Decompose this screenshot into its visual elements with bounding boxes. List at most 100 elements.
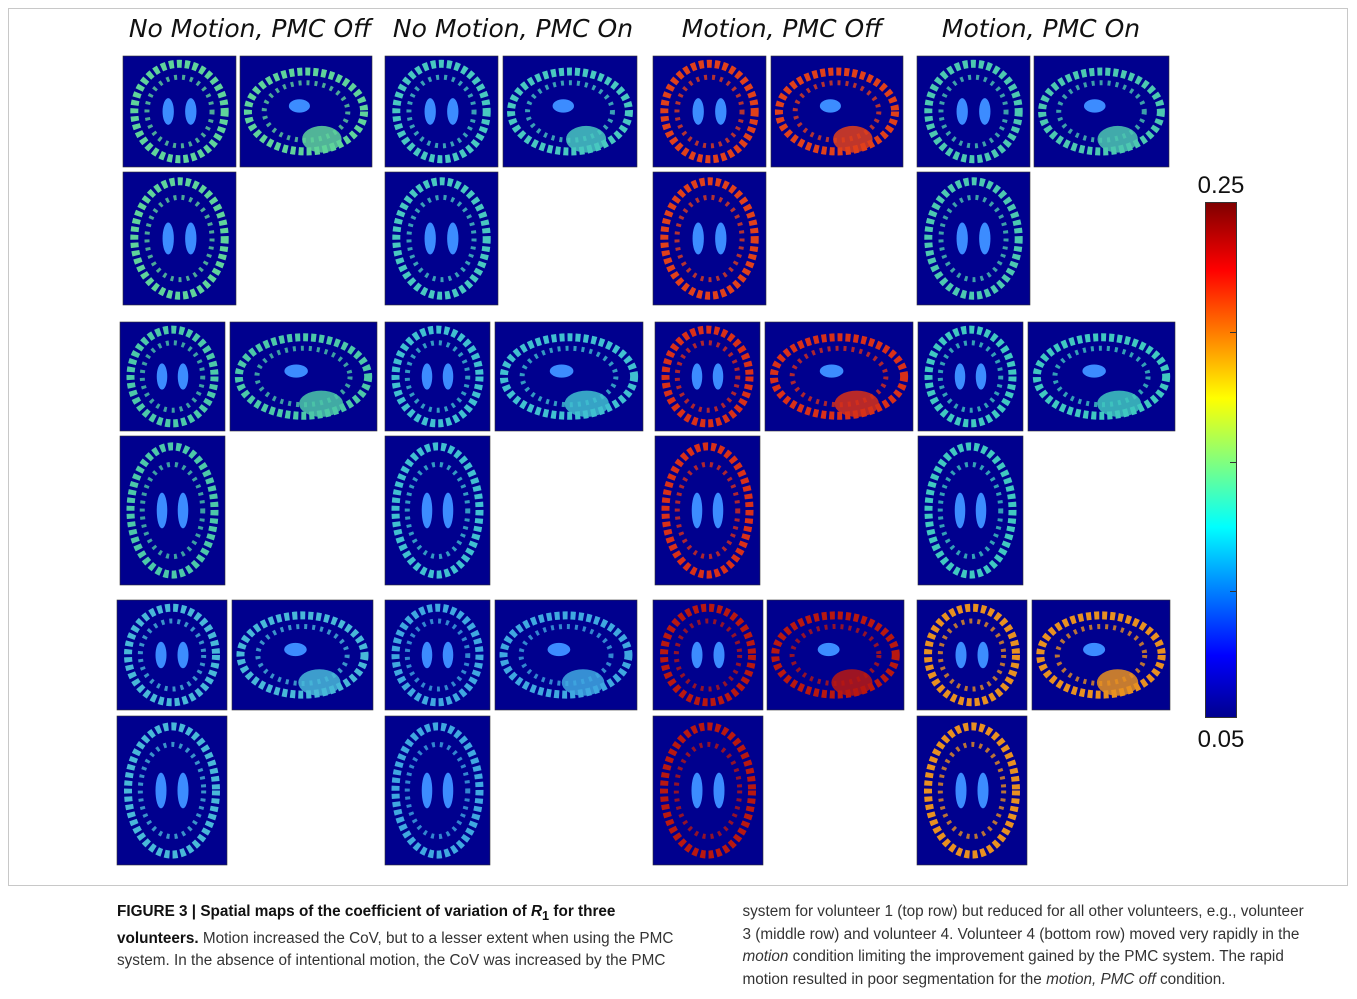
colorbar [1205,202,1237,718]
brain-cerebellum [1097,669,1138,695]
brain-ventricle [979,223,990,255]
brain-ventricle [955,493,966,529]
brain-panel [917,600,1027,710]
brain-ventricle [422,363,433,389]
brain-ventricle [163,223,174,255]
brain-panel [917,716,1027,865]
brain-ventricle [978,642,989,668]
brain-ventricle [692,493,703,529]
brain-cerebellum [302,126,342,153]
brain-ventricle [976,493,987,529]
brain-ventricle [185,98,196,125]
brain-ventricle [693,223,704,255]
brain-panel [655,322,760,431]
brain-ventricle [1084,99,1106,112]
brain-panel [120,322,225,431]
brain-ventricle [443,642,454,668]
brain-cerebellum [565,391,609,417]
brain-ventricle [978,773,989,809]
caption-title: 1 [542,908,549,923]
brain-ventricle [443,493,454,529]
brain-ventricle [284,643,307,656]
brain-ventricle [284,365,308,378]
brain-panel [123,56,236,167]
brain-panel [917,172,1030,305]
brain-ventricle [1083,643,1105,656]
brain-maps [0,0,1357,890]
brain-ventricle [447,98,458,125]
brain-ventricle [820,99,841,112]
brain-panel [385,56,498,167]
brain-ventricle [289,99,310,112]
brain-panel [918,322,1023,431]
brain-ventricle [156,773,167,809]
caption: FIGURE 3 | Spatial maps of the coefficie… [117,901,1312,993]
brain-ventricle [422,493,433,529]
brain-ventricle [976,363,987,389]
brain-panel [1032,600,1170,710]
brain-ventricle [979,98,990,125]
brain-panel [767,600,904,710]
brain-panel [120,436,225,585]
brain-ventricle [714,642,725,668]
brain-cerebellum [831,669,872,695]
brain-ventricle [447,223,458,255]
brain-ventricle [955,363,966,389]
brain-cerebellum [835,391,879,417]
brain-ventricle [550,365,574,378]
brain-cerebellum [833,126,873,153]
brain-ventricle [692,642,703,668]
brain-ventricle [422,773,433,809]
caption-title: R [531,903,542,920]
caption-text: condition. [1160,971,1225,988]
brain-ventricle [957,98,968,125]
brain-cerebellum [566,126,606,153]
brain-ventricle [443,363,454,389]
brain-ventricle [178,642,189,668]
caption-label: FIGURE 3 | [117,903,196,920]
colorbar-tick [1230,332,1237,333]
brain-panel [653,600,763,710]
brain-cerebellum [1097,126,1138,153]
brain-ventricle [1082,365,1106,378]
brain-ventricle [715,98,726,125]
brain-panel [385,322,490,431]
brain-panel [917,56,1030,167]
brain-panel [385,600,490,710]
brain-ventricle [548,643,571,656]
brain-ventricle [443,773,454,809]
brain-ventricle [157,363,168,389]
brain-ventricle [713,493,724,529]
brain-ventricle [692,363,703,389]
brain-ventricle [693,98,704,125]
brain-ventricle [178,493,189,529]
brain-panel [123,172,236,305]
brain-ventricle [714,773,725,809]
colorbar-tick [1230,462,1237,463]
brain-panel [653,172,766,305]
caption-title: Spatial maps of the coefficient of varia… [200,903,526,920]
brain-ventricle [185,223,196,255]
brain-cerebellum [299,391,343,417]
brain-panel [655,436,760,585]
brain-cerebellum [298,669,340,695]
brain-panel [385,172,498,305]
brain-panel [653,716,763,865]
colorbar-tick [1230,591,1237,592]
colorbar-min: 0.05 [1198,726,1245,754]
brain-ventricle [422,642,433,668]
brain-ventricle [425,223,436,255]
brain-ventricle [820,365,844,378]
brain-panel [918,436,1023,585]
caption-text: motion, PMC off [1046,971,1156,988]
brain-ventricle [178,773,189,809]
brain-ventricle [713,363,724,389]
brain-ventricle [956,773,967,809]
brain-ventricle [957,223,968,255]
brain-ventricle [818,643,840,656]
brain-ventricle [956,642,967,668]
brain-panel [385,436,490,585]
brain-ventricle [157,493,168,529]
brain-ventricle [163,98,174,125]
brain-panel [117,716,227,865]
